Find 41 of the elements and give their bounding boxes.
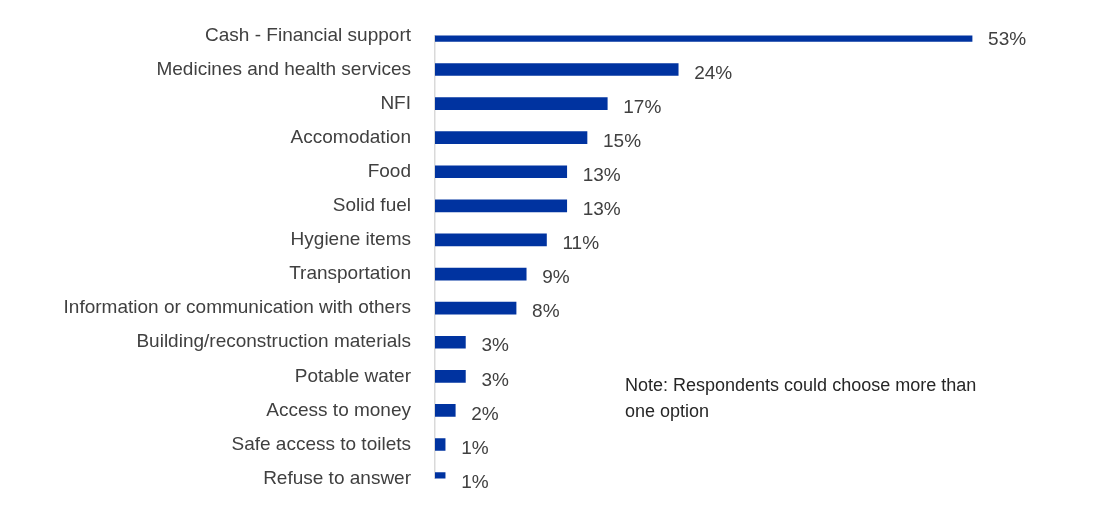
data-label: 17% — [623, 95, 662, 117]
bar — [435, 369, 466, 383]
bar — [435, 199, 568, 213]
y-tick-label: Transportation — [289, 262, 411, 284]
y-tick-label: Cash - Financial support — [205, 23, 412, 45]
data-label: 53% — [988, 27, 1027, 49]
bar — [435, 404, 456, 417]
y-tick-label: Accomodation — [290, 125, 411, 147]
bar — [435, 301, 517, 315]
bar — [435, 233, 547, 247]
bar — [435, 165, 568, 179]
data-label: 1% — [461, 470, 489, 492]
y-tick-label: Access to money — [266, 398, 412, 420]
data-label: 15% — [603, 129, 642, 151]
y-tick-label: Food — [367, 160, 411, 181]
data-label: 11% — [562, 232, 600, 254]
bar — [435, 97, 608, 110]
bar — [435, 63, 679, 76]
y-tick-label: Building/reconstruction materials — [136, 330, 411, 352]
y-tick-label: Medicines and health services — [156, 57, 411, 79]
annotation: Note: Respondents could choose more than one option — [625, 374, 978, 423]
data-label: 24% — [694, 61, 733, 83]
y-tick-label: Safe access to toilets — [231, 432, 411, 454]
data-label: 3% — [481, 334, 509, 356]
y-tick-label: Hygiene items — [290, 228, 411, 250]
y-tick-label: Refuse to answer — [263, 466, 412, 488]
bar — [435, 131, 588, 145]
bar — [435, 267, 527, 281]
data-label: 1% — [461, 436, 489, 458]
data-label: 2% — [471, 402, 499, 424]
data-label: 3% — [481, 368, 509, 390]
y-tick-label: Information or communication with others — [63, 296, 411, 318]
y-tick-label: Solid fuel — [332, 194, 411, 216]
data-label: 8% — [532, 300, 560, 322]
bar — [435, 335, 466, 349]
data-label: 13% — [582, 164, 621, 185]
y-tick-label: NFI — [380, 91, 411, 113]
data-label: 9% — [542, 266, 570, 288]
y-tick-label: Potable water — [294, 364, 412, 386]
data-label: 13% — [582, 198, 621, 220]
bar — [435, 438, 446, 451]
